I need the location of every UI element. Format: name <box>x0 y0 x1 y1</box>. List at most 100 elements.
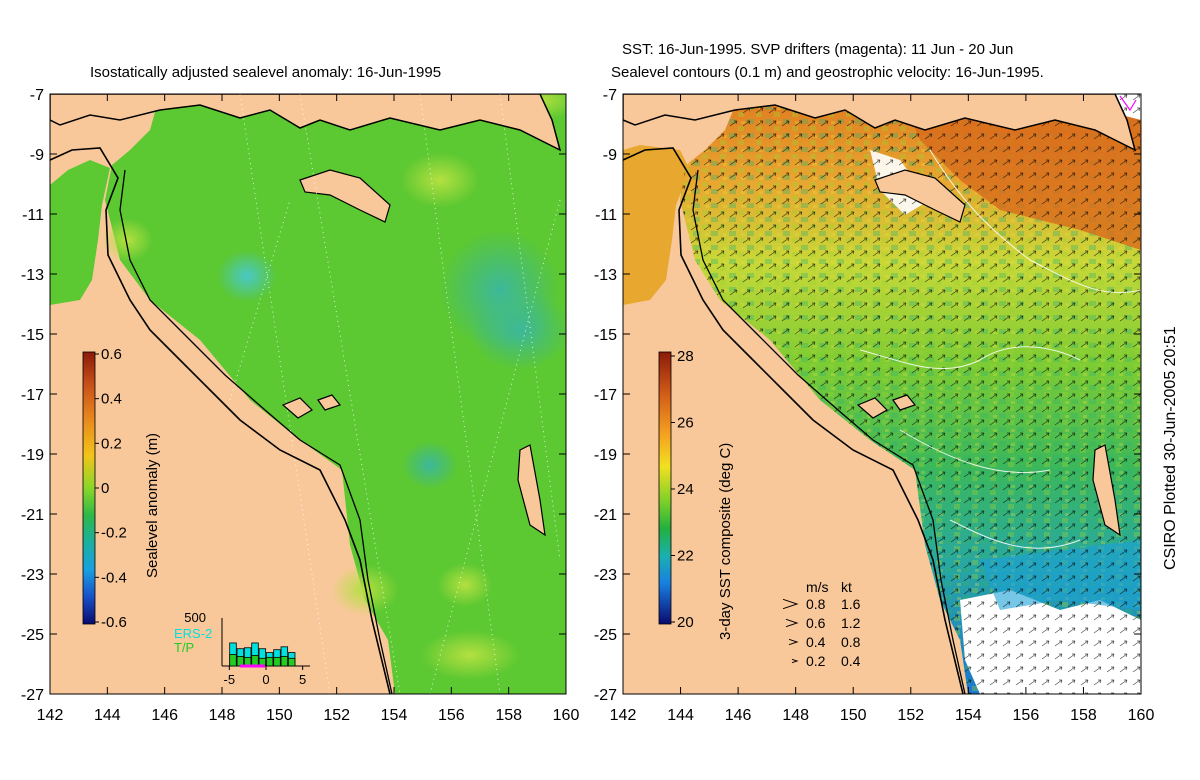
right-x-axis: 142 144 146 148 150 152 154 156 158 160 <box>610 94 1154 724</box>
left-reef-3 <box>517 444 546 537</box>
right-y-tick-label: -19 <box>594 447 617 464</box>
right-x-tick-label: 154 <box>955 707 982 724</box>
left-x-tick-label: 158 <box>495 707 522 724</box>
inset-y-max: 500 <box>184 610 206 625</box>
velocity-legend-kt: 1.2 <box>841 615 861 631</box>
left-x-tick-label: 150 <box>266 707 293 724</box>
left-satellite-tracks <box>229 94 561 694</box>
right-panel-title-line2: Sealevel contours (0.1 m) and geostrophi… <box>611 64 1044 81</box>
inset-bar-tp <box>265 656 274 667</box>
right-x-tick-label: 144 <box>667 707 694 724</box>
sealevel-colorbar-tick-label: 0.4 <box>101 391 122 408</box>
right-x-tick-label: 142 <box>610 707 637 724</box>
sealevel-colorbar-gradient <box>82 351 96 625</box>
sst-colorbar-tick-label: 26 <box>677 415 694 432</box>
right-panel-title-line1: SST: 16-Jun-1995. SVP drifters (magenta)… <box>622 41 1014 58</box>
sst-colorbar-ticks: 28 26 24 22 20 <box>671 348 694 631</box>
velocity-legend-arrow <box>785 618 799 628</box>
inset-bar-tp <box>229 654 237 667</box>
right-x-tick-label: 152 <box>897 707 924 724</box>
left-y-tick-label: -15 <box>21 327 44 344</box>
sst-colorbar-tick-label: 22 <box>677 548 694 565</box>
inset-legend-tp: T/P <box>174 640 194 655</box>
inset-x-tick-label: -5 <box>224 672 236 687</box>
velocity-legend-kt: 1.6 <box>841 596 861 612</box>
sealevel-colorbar-ticks: 0.6 0.4 0.2 0 -0.2 -0.4 -0.6 <box>95 346 127 631</box>
sealevel-colorbar: 0.6 0.4 0.2 0 -0.2 -0.4 -0.6 Sealevel anomaly … <box>82 346 161 631</box>
left-y-tick-label: -25 <box>21 627 44 644</box>
left-x-tick-label: 154 <box>381 707 408 724</box>
left-y-tick-label: -23 <box>21 567 44 584</box>
velocity-legend-arrow <box>788 638 799 646</box>
sst-colorbar-label: 3-day SST composite (deg C) <box>717 443 734 640</box>
sealevel-colorbar-tick-label: -0.4 <box>101 569 127 586</box>
left-x-tick-label: 146 <box>151 707 178 724</box>
left-gulf <box>50 160 110 305</box>
left-x-tick-label: 160 <box>553 707 580 724</box>
sst-colorbar-tick-label: 20 <box>677 614 694 631</box>
inset-legend-ers2: ERS-2 <box>174 626 212 641</box>
right-y-tick-label: -21 <box>594 507 617 524</box>
right-y-tick-label: -11 <box>595 207 617 224</box>
sst-colorbar-gradient <box>658 351 672 625</box>
sealevel-colorbar-tick-label: 0.2 <box>101 435 122 452</box>
right-y-tick-label: -9 <box>603 147 617 164</box>
right-x-tick-label: 148 <box>782 707 809 724</box>
right-y-tick-label: -23 <box>594 567 617 584</box>
right-island-chain <box>874 169 966 223</box>
left-y-tick-label: -11 <box>22 207 44 224</box>
right-velocity-arrows <box>680 94 1141 694</box>
right-y-tick-label: -25 <box>594 627 617 644</box>
inset-bar-tp <box>273 656 281 667</box>
velocity-legend-header-ms: m/s <box>806 579 829 595</box>
right-gulf <box>623 145 690 305</box>
right-drifter-tracks <box>1119 95 1137 112</box>
right-y-tick-label: -27 <box>594 687 617 704</box>
left-x-tick-label: 144 <box>94 707 121 724</box>
velocity-legend-arrow <box>782 598 799 610</box>
sealevel-colorbar-label: Sealevel anomaly (m) <box>144 433 161 578</box>
velocity-legend-ms: 0.2 <box>806 653 826 669</box>
left-x-tick-label: 156 <box>438 707 465 724</box>
velocity-legend-arrow <box>791 658 799 664</box>
right-y-tick-label: -7 <box>603 87 617 104</box>
left-y-tick-label: -9 <box>30 147 44 164</box>
inset-bar-tp <box>287 657 296 667</box>
left-map <box>50 94 566 694</box>
right-sealevel-contours <box>859 149 1141 549</box>
right-reef-1 <box>856 397 888 419</box>
velocity-legend-rows: 0.8 1.6 0.6 1.2 0.4 0.8 0.2 0.4 <box>782 596 861 669</box>
right-y-tick-label: -15 <box>594 327 617 344</box>
right-x-tick-label: 158 <box>1070 707 1097 724</box>
right-x-tick-label: 150 <box>840 707 867 724</box>
sst-colorbar-tick-label: 24 <box>677 481 694 498</box>
left-shelf-contour <box>119 169 393 694</box>
right-coastline <box>623 147 964 694</box>
velocity-legend-kt: 0.8 <box>841 634 861 650</box>
sst-colorbar: 28 26 24 22 20 3-day SST composite (deg C) <box>658 348 734 640</box>
left-ocean <box>105 94 566 694</box>
right-y-tick-label: -17 <box>594 387 617 404</box>
sealevel-colorbar-tick-label: -0.2 <box>101 525 127 542</box>
footer-credit: CSIRO Plotted 30-Jun-2005 20:51 <box>1162 326 1179 570</box>
right-new-guinea <box>623 94 1137 152</box>
inset-x-tick-label: 5 <box>299 672 306 687</box>
left-x-tick-label: 148 <box>209 707 236 724</box>
right-x-tick-label: 146 <box>725 707 752 724</box>
left-x-tick-label: 152 <box>323 707 350 724</box>
inset-bar-tp <box>280 656 289 667</box>
right-y-tick-label: -13 <box>594 267 617 284</box>
histogram-inset: 500 -5 0 5 ERS-2 T/P <box>174 610 310 687</box>
left-x-axis: 142 144 146 148 150 152 154 156 158 160 <box>37 94 580 724</box>
left-y-tick-label: -17 <box>21 387 44 404</box>
inset-bars <box>229 642 296 667</box>
inset-bar-tp <box>251 655 259 667</box>
left-y-tick-label: -27 <box>21 687 44 704</box>
left-reef-2 <box>317 394 342 411</box>
sealevel-colorbar-tick-label: 0 <box>101 480 109 497</box>
right-x-tick-label: 156 <box>1013 707 1040 724</box>
left-y-tick-label: -13 <box>21 267 44 284</box>
right-y-axis: -7 -9 -11 -13 -15 -17 -19 -21 -23 -25 -27 <box>594 87 1141 704</box>
sealevel-colorbar-tick-label: 0.6 <box>101 346 122 363</box>
